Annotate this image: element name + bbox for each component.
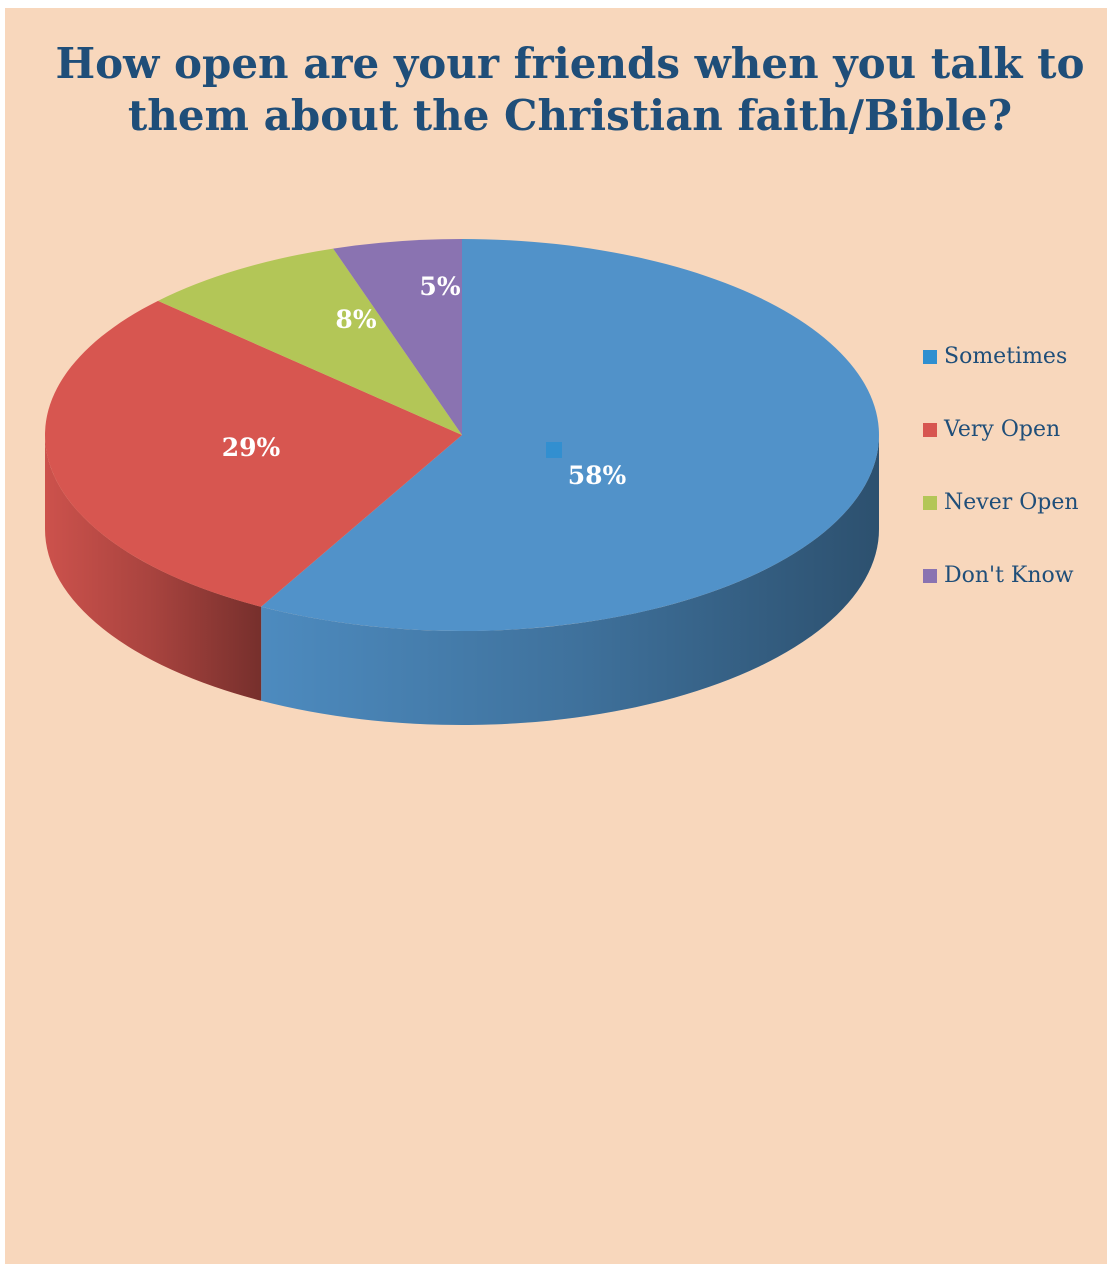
legend-label-don-t-know: Don't Know	[944, 563, 1074, 588]
pie-slice-don-t-know[interactable]	[333, 239, 462, 435]
pie-slice-very-open[interactable]	[44, 300, 463, 607]
legend-item-never-open[interactable]: Never Open	[923, 466, 1079, 539]
pie-slice-never-open[interactable]	[158, 248, 462, 435]
chart-area: How open are your friends when you talk …	[5, 8, 1107, 1264]
legend-label-sometimes: Sometimes	[944, 344, 1068, 369]
legend-swatch-very-open	[923, 422, 937, 437]
data-label-never-open: 8%	[335, 305, 376, 334]
data-label-sometimes: 58%	[568, 461, 627, 490]
pie-side-shade-sometimes	[261, 435, 879, 725]
legend-swatch-sometimes	[923, 349, 937, 364]
pie-tops	[44, 239, 880, 631]
pie-slice-sometimes[interactable]	[261, 239, 880, 631]
legend-item-very-open[interactable]: Very Open	[923, 393, 1079, 466]
legend-item-sometimes[interactable]: Sometimes	[923, 320, 1079, 393]
legend-label-never-open: Never Open	[944, 490, 1079, 515]
legend-swatch-don-t-know	[923, 568, 937, 583]
data-label-very-open: 29%	[222, 433, 281, 462]
pie-side-shade-very-open	[45, 435, 262, 701]
pie-chart: 58% 29% 8% 5%	[44, 239, 880, 725]
legend-label-very-open: Very Open	[944, 417, 1061, 442]
data-label-marker-don-t-know	[392, 292, 408, 308]
chart-title: How open are your friends when you talk …	[55, 39, 1085, 140]
legend-swatch-never-open	[923, 495, 937, 510]
pie-labels: 58% 29% 8% 5%	[197, 272, 627, 490]
data-label-don-t-know: 5%	[419, 272, 460, 301]
data-label-marker-never-open	[298, 288, 314, 304]
data-label-marker-sometimes	[546, 442, 562, 458]
legend-item-don-t-know[interactable]: Don't Know	[923, 539, 1079, 612]
data-label-marker-very-open	[197, 412, 213, 428]
pie-sides	[45, 435, 879, 725]
legend: Sometimes Very Open Never Open Don't Know	[923, 320, 1079, 612]
